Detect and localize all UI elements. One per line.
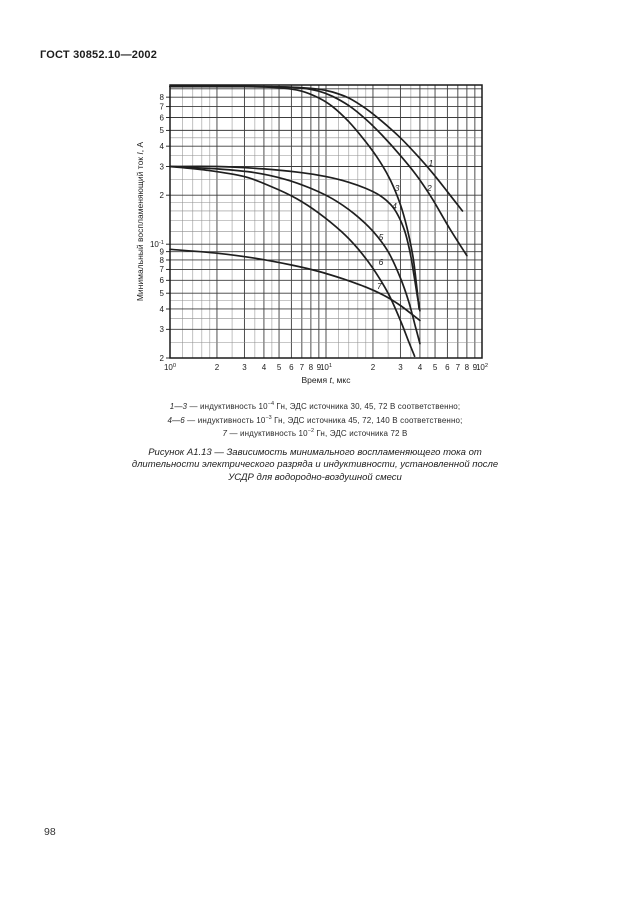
figure-caption: Рисунок А1.13 — Зависимость минимального… bbox=[65, 447, 565, 484]
y-axis-title: Минимальный воспламеняющий ток I, А bbox=[135, 142, 145, 302]
y-tick-label: 8 bbox=[160, 93, 165, 102]
legend-text: Гн, ЭДС источника 45, 72, 140 В соответс… bbox=[271, 415, 463, 425]
y-tick-label: 9 bbox=[160, 247, 165, 256]
x-tick-label: 8 bbox=[465, 363, 470, 372]
caption-line: длительности электрического разряда и ин… bbox=[131, 459, 499, 471]
curve-3 bbox=[169, 85, 420, 310]
plot-frame bbox=[169, 84, 483, 359]
legend-curve-numbers: 1—3 bbox=[169, 402, 188, 411]
x-tick-label: 102 bbox=[476, 363, 488, 372]
y-tick-label: 5 bbox=[160, 289, 165, 298]
y-tick-label: 2 bbox=[160, 354, 165, 363]
y-tick-label: 3 bbox=[160, 325, 165, 334]
x-tick-label: 4 bbox=[262, 363, 267, 372]
curve-label-1: 1 bbox=[428, 158, 433, 168]
x-tick-label: 5 bbox=[433, 363, 438, 372]
legend-curve-numbers: 7 bbox=[222, 429, 228, 439]
curve-7 bbox=[169, 248, 421, 322]
curve-label-3: 3 bbox=[395, 183, 400, 193]
curve-1 bbox=[169, 85, 464, 212]
legend-line-3: 7 — индуктивность 10−2 Гн, ЭДС источника… bbox=[0, 426, 630, 440]
x-tick-label: 7 bbox=[300, 363, 305, 372]
figure-chart: 100 2 3 4 5 6 7 8 9 101 2 3 4 5 6 7 8 9 102 8 7 6 5 4 3 2 10-1 9 8 7 6… bbox=[120, 70, 520, 402]
y-tick-label: 5 bbox=[160, 126, 165, 135]
caption-line: Рисунок А1.13 — Зависимость минимального… bbox=[148, 447, 482, 458]
caption-line: УСДР для водородно-воздушной смеси bbox=[228, 471, 402, 483]
curve-label-4: 4 bbox=[392, 201, 397, 211]
x-tick-label: 4 bbox=[418, 363, 423, 372]
x-tick-label: 2 bbox=[371, 363, 376, 372]
curve-5 bbox=[169, 165, 421, 345]
curve-label-5: 5 bbox=[379, 232, 384, 242]
x-tick-label: 6 bbox=[445, 363, 450, 372]
y-tick-label: 7 bbox=[160, 265, 165, 274]
x-axis-title: Время t, мкс bbox=[302, 375, 352, 385]
x-tick-label: 9 bbox=[317, 363, 322, 372]
y-tick-label: 4 bbox=[160, 142, 165, 151]
curve-label-2: 2 bbox=[426, 183, 432, 193]
chart-legend: 1—3 — индуктивность 10−4 Гн, ЭДС источни… bbox=[0, 399, 630, 440]
y-tick-label: 8 bbox=[160, 256, 165, 265]
legend-line-1: 1—3 — индуктивность 10−4 Гн, ЭДС источни… bbox=[0, 399, 630, 413]
document-header: ГОСТ 30852.10—2002 bbox=[40, 49, 158, 61]
legend-text: — индуктивность 10 bbox=[187, 402, 268, 411]
page-number: 98 bbox=[44, 826, 56, 838]
legend-text: — индуктивность 10 bbox=[184, 415, 266, 425]
y-tick-label: 3 bbox=[160, 162, 165, 171]
x-tick-label: 3 bbox=[242, 363, 247, 372]
y-tick-label: 4 bbox=[160, 305, 165, 314]
y-tick-label: 2 bbox=[160, 191, 165, 200]
x-tick-label: 8 bbox=[309, 363, 314, 372]
legend-text: Гн, ЭДС источника 72 В bbox=[314, 429, 408, 439]
curve-6 bbox=[169, 165, 416, 358]
legend-text: Гн, ЭДС источника 30, 45, 72 В соответст… bbox=[274, 402, 461, 411]
x-tick-label: 7 bbox=[456, 363, 461, 372]
legend-line-2: 4—6 — индуктивность 10−3 Гн, ЭДС источни… bbox=[0, 413, 630, 427]
x-tick-label: 101 bbox=[320, 363, 332, 372]
x-tick-label: 2 bbox=[215, 363, 220, 372]
x-tick-label: 5 bbox=[277, 363, 282, 372]
curve-label-6: 6 bbox=[379, 257, 384, 267]
curve-4 bbox=[169, 165, 421, 312]
x-tick-label: 100 bbox=[164, 363, 176, 372]
y-tick-label: 10-1 bbox=[150, 240, 164, 249]
legend-exponent: −3 bbox=[265, 414, 272, 421]
y-tick-label: 6 bbox=[160, 276, 165, 285]
curve-label-7: 7 bbox=[377, 281, 382, 291]
legend-exponent: −4 bbox=[267, 401, 275, 407]
legend-curve-numbers: 4—6 bbox=[167, 415, 185, 425]
y-tick-label: 7 bbox=[160, 102, 165, 111]
x-tick-label: 6 bbox=[289, 363, 294, 372]
x-tick-label: 9 bbox=[473, 363, 478, 372]
legend-exponent: −2 bbox=[307, 428, 315, 435]
y-tick-label: 6 bbox=[160, 113, 165, 122]
legend-text: — индуктивность 10 bbox=[227, 429, 308, 439]
x-tick-label: 3 bbox=[398, 363, 403, 372]
